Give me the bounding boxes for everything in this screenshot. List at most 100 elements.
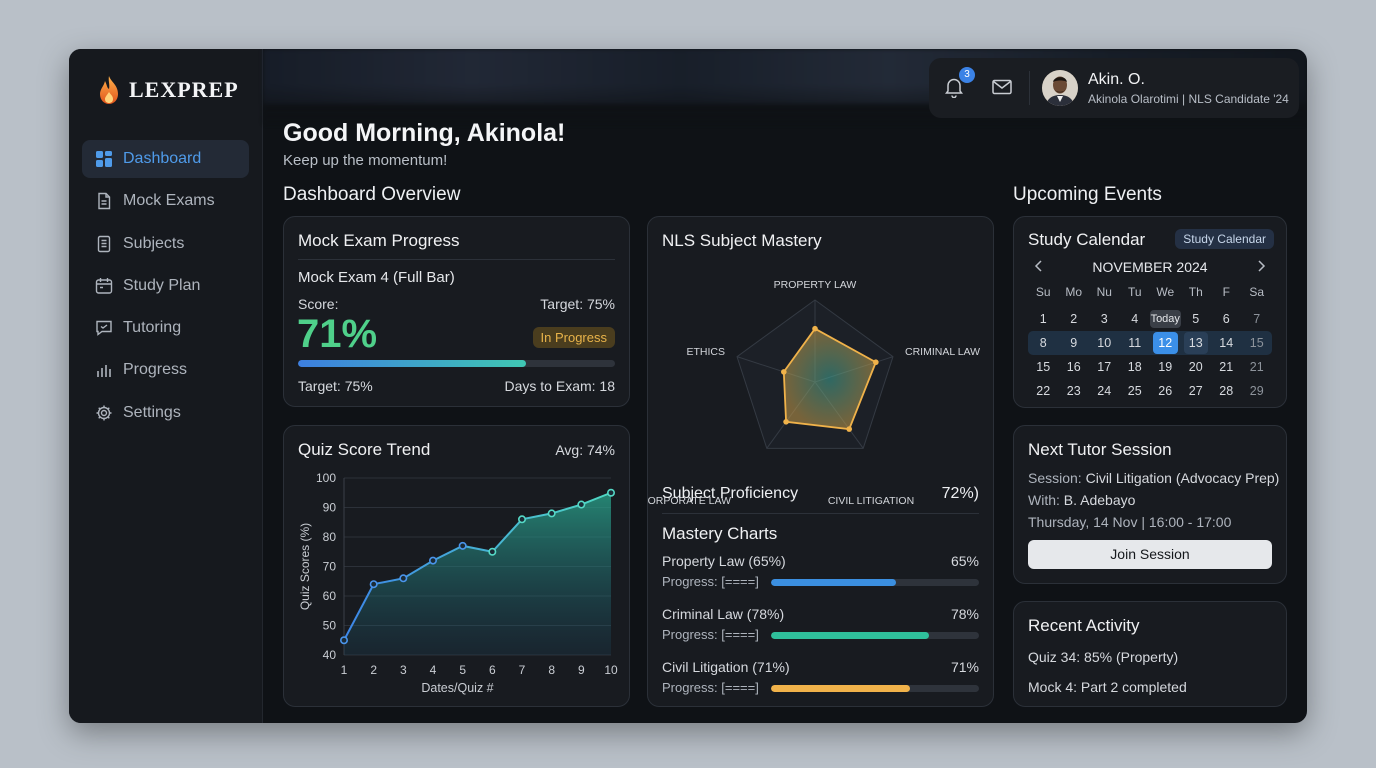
area-fill bbox=[344, 492, 611, 655]
data-point bbox=[577, 500, 586, 509]
calendar-day[interactable]: 8 bbox=[1039, 336, 1047, 350]
sidebar-item-mock-exams[interactable]: Mock Exams bbox=[82, 182, 249, 220]
y-tick-label: 70 bbox=[323, 560, 337, 574]
calendar-day[interactable]: 16 bbox=[1066, 360, 1081, 374]
brand-name: LEXPREP bbox=[129, 77, 239, 102]
data-point bbox=[547, 509, 556, 518]
x-tick-label: 3 bbox=[400, 663, 407, 677]
weekday: Sa bbox=[1249, 285, 1265, 299]
calendar-day[interactable]: 2 bbox=[1070, 312, 1078, 326]
x-tick-label: 4 bbox=[430, 663, 437, 677]
mastery-item-label: Civil Litigation (71%) bbox=[662, 659, 790, 675]
data-point bbox=[429, 556, 438, 565]
calendar-day[interactable]: 14 bbox=[1219, 336, 1234, 350]
calendar-day[interactable]: 4 bbox=[1131, 312, 1139, 326]
calendar-day[interactable]: 6 bbox=[1222, 312, 1230, 326]
chevron-left-icon bbox=[1034, 260, 1042, 272]
calendar-day[interactable]: 20 bbox=[1188, 360, 1203, 374]
quiz-average: Avg: 74% bbox=[555, 442, 615, 458]
calendar-day[interactable]: 22 bbox=[1036, 384, 1051, 398]
calendar-tag[interactable]: Study Calendar bbox=[1175, 229, 1274, 249]
activity-value: 85% (Property) bbox=[1084, 649, 1179, 665]
today-tooltip: Today bbox=[1150, 310, 1181, 328]
series-line bbox=[343, 491, 612, 641]
sidebar-item-label: Tutoring bbox=[123, 319, 182, 337]
sidebar-item-study-plan[interactable]: Study Plan bbox=[82, 267, 249, 305]
radar-point bbox=[812, 325, 818, 332]
x-tick-label: 6 bbox=[489, 663, 496, 677]
radar-point bbox=[846, 426, 853, 432]
calendar-day[interactable]: 5 bbox=[1192, 312, 1200, 326]
calendar-day[interactable]: 17 bbox=[1097, 360, 1112, 374]
brand[interactable]: LEXPREP bbox=[97, 75, 239, 105]
sidebar-item-tutoring[interactable]: Tutoring bbox=[82, 309, 249, 347]
avatar[interactable] bbox=[1042, 70, 1078, 106]
calendar-icon bbox=[95, 277, 113, 294]
weekday: Mo bbox=[1065, 285, 1083, 299]
radar-point bbox=[873, 359, 879, 366]
calendar-day[interactable]: 1 bbox=[1039, 312, 1047, 326]
calendar-day[interactable]: 27 bbox=[1188, 384, 1203, 398]
radar-axis-label: CRIMINAL LAW bbox=[905, 346, 980, 358]
calendar-day[interactable]: 28 bbox=[1219, 384, 1234, 398]
mastery-item-progress-label: Progress: [====] bbox=[662, 627, 759, 642]
radar-axis-label: ETHICS bbox=[686, 346, 725, 358]
sidebar-item-progress[interactable]: Progress bbox=[82, 351, 249, 389]
weekday: Nu bbox=[1096, 285, 1112, 299]
calendar-day[interactable]: 21 bbox=[1249, 360, 1264, 374]
y-tick-label: 60 bbox=[323, 589, 337, 603]
calendar-day[interactable]: 7 bbox=[1253, 312, 1261, 326]
calendar-day[interactable]: 19 bbox=[1158, 360, 1173, 374]
sidebar-item-settings[interactable]: Settings bbox=[82, 394, 249, 432]
next-month-button[interactable] bbox=[1256, 259, 1266, 275]
prev-month-button[interactable] bbox=[1034, 259, 1044, 275]
y-axis-label: Quiz Scores (%) bbox=[298, 523, 312, 610]
flame-icon bbox=[100, 76, 118, 104]
radar-axis-label: CORPORATE LAW bbox=[648, 495, 731, 507]
days-to-exam: Days to Exam: 18 bbox=[505, 378, 616, 394]
notifications-button[interactable]: 3 bbox=[943, 67, 975, 100]
calendar-day[interactable]: 18 bbox=[1127, 360, 1142, 374]
data-point bbox=[369, 580, 378, 589]
calendar-day[interactable]: 10 bbox=[1097, 336, 1112, 350]
mock-exam-card: Mock Exam Progress Mock Exam 4 (Full Bar… bbox=[283, 216, 630, 407]
calendar-day[interactable]: 15 bbox=[1249, 336, 1264, 350]
calendar-month: NOVEMBER 2024 bbox=[1092, 259, 1208, 275]
calendar-day[interactable]: 21 bbox=[1219, 360, 1234, 374]
y-tick-label: 90 bbox=[323, 501, 337, 515]
card-title: Recent Activity bbox=[1028, 616, 1140, 635]
calendar-day[interactable]: 23 bbox=[1066, 384, 1081, 398]
calendar-day[interactable]: 25 bbox=[1127, 384, 1142, 398]
join-session-button[interactable]: Join Session bbox=[1028, 540, 1272, 569]
activity-item[interactable]: Quiz 34: 85% (Property) bbox=[1028, 649, 1178, 665]
calendar-day[interactable]: 11 bbox=[1128, 336, 1142, 350]
quiz-trend-card: Quiz Score Trend Avg: 74% 40 50 60 70 80 90 10… bbox=[283, 425, 630, 707]
proficiency-value: 72%) bbox=[941, 485, 979, 502]
score-progress-fill bbox=[298, 360, 527, 367]
user-subtitle: Akinola Olarotimi | NLS Candidate '24 bbox=[1088, 91, 1289, 106]
calendar-day[interactable]: 15 bbox=[1036, 360, 1051, 374]
calendar-week: 1 2 3 4 Today 5 6 7 bbox=[1028, 307, 1272, 331]
sidebar-item-dashboard[interactable]: Dashboard bbox=[82, 140, 249, 178]
user-info[interactable]: Akin. O. Akinola Olarotimi | NLS Candida… bbox=[1088, 71, 1289, 106]
calendar-day-selected[interactable]: 12 bbox=[1153, 332, 1178, 354]
radar-series bbox=[782, 327, 877, 431]
messages-button[interactable] bbox=[991, 76, 1015, 100]
mastery-item-pct: 78% bbox=[950, 606, 979, 622]
x-tick-label: 10 bbox=[604, 663, 618, 677]
target-label: Target: 75% bbox=[540, 296, 615, 312]
calendar-day[interactable]: 13 bbox=[1183, 332, 1208, 354]
calendar-day[interactable]: 29 bbox=[1249, 384, 1264, 398]
calendar-day[interactable]: 26 bbox=[1158, 384, 1173, 398]
mastery-item-fill bbox=[771, 579, 896, 586]
sidebar-item-label: Settings bbox=[123, 403, 181, 421]
calendar-day[interactable]: 3 bbox=[1100, 312, 1108, 326]
sidebar-item-subjects[interactable]: Subjects bbox=[82, 225, 249, 263]
mastery-item-label: Property Law (65%) bbox=[662, 553, 786, 569]
events-title: Upcoming Events bbox=[1013, 184, 1162, 205]
calendar-day[interactable]: 9 bbox=[1070, 336, 1078, 350]
activity-item[interactable]: Mock 4: Part 2 completed bbox=[1028, 679, 1187, 695]
footer-target: Target: 75% bbox=[298, 378, 373, 394]
calendar-day[interactable]: 24 bbox=[1097, 384, 1112, 398]
sidebar-nav: Dashboard Mock Exams Subjects Study Plan… bbox=[82, 140, 249, 436]
